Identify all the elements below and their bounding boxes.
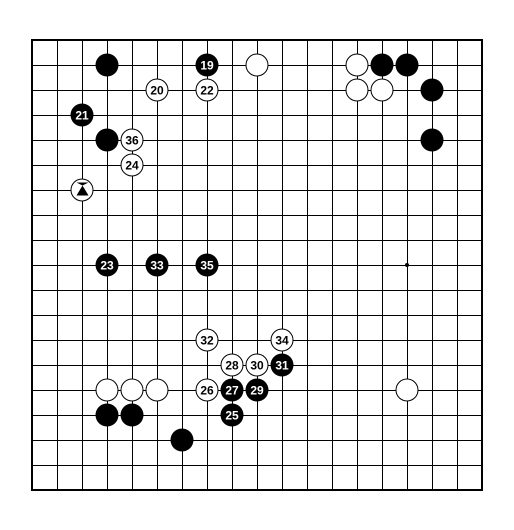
white-stone: 30 (246, 354, 269, 377)
move-number-label: 22 (200, 84, 213, 96)
white-stone: 34 (271, 329, 294, 352)
white-stone: 28 (221, 354, 244, 377)
move-number-label: 33 (150, 259, 163, 271)
black-stone (96, 129, 119, 152)
move-number-label: 26 (200, 384, 213, 396)
grid-line-v (482, 40, 483, 490)
black-stone: 23 (96, 254, 119, 277)
black-stone: 19 (196, 54, 219, 77)
white-stone (146, 379, 169, 402)
grid-line-v (282, 40, 283, 490)
grid-line-h (32, 490, 482, 491)
grid-line-v (357, 40, 358, 490)
move-number-label: 21 (75, 109, 88, 121)
hoshi-point (405, 263, 409, 267)
white-stone: 36 (121, 129, 144, 152)
white-stone (96, 379, 119, 402)
black-stone (396, 54, 419, 77)
grid-line-h (32, 315, 482, 316)
black-stone: 29 (246, 379, 269, 402)
go-board: 19 20 22 21 36 24 23 33 35 32 34 28 30 31 26 27 29 25 (12, 20, 502, 510)
white-stone (346, 54, 369, 77)
white-stone (371, 79, 394, 102)
grid-line-h (32, 440, 482, 441)
move-number-label: 35 (200, 259, 213, 271)
white-stone (121, 379, 144, 402)
move-number-label: 24 (125, 159, 138, 171)
grid-line-v (457, 40, 458, 490)
grid-line-v (307, 40, 308, 490)
white-stone (396, 379, 419, 402)
move-number-label: 34 (275, 334, 288, 346)
white-stone (246, 54, 269, 77)
triangle-marker (76, 183, 88, 196)
white-stone: 32 (196, 329, 219, 352)
white-stone (71, 179, 94, 202)
white-stone: 22 (196, 79, 219, 102)
move-number-label: 31 (275, 359, 288, 371)
black-stone (96, 54, 119, 77)
white-stone (346, 79, 369, 102)
grid-line-v (332, 40, 333, 490)
black-stone: 35 (196, 254, 219, 277)
white-stone: 24 (121, 154, 144, 177)
white-stone: 26 (196, 379, 219, 402)
black-stone: 33 (146, 254, 169, 277)
grid-line-h (32, 340, 482, 341)
move-number-label: 19 (200, 59, 213, 71)
white-stone: 20 (146, 79, 169, 102)
black-stone (96, 404, 119, 427)
move-number-label: 32 (200, 334, 213, 346)
black-stone: 27 (221, 379, 244, 402)
move-number-label: 29 (250, 384, 263, 396)
black-stone (121, 404, 144, 427)
move-number-label: 36 (125, 134, 138, 146)
grid-line-v (257, 40, 258, 490)
black-stone: 25 (221, 404, 244, 427)
move-number-label: 20 (150, 84, 163, 96)
grid-line-v (382, 40, 383, 490)
grid-line-h (32, 465, 482, 466)
black-stone (421, 129, 444, 152)
move-number-label: 25 (225, 409, 238, 421)
black-stone: 31 (271, 354, 294, 377)
move-number-label: 27 (225, 384, 238, 396)
grid-line-h (32, 290, 482, 291)
black-stone: 21 (71, 104, 94, 127)
black-stone (421, 79, 444, 102)
grid-line-v (432, 40, 433, 490)
black-stone (371, 54, 394, 77)
move-number-label: 23 (100, 259, 113, 271)
move-number-label: 28 (225, 359, 238, 371)
black-stone (171, 429, 194, 452)
move-number-label: 30 (250, 359, 263, 371)
